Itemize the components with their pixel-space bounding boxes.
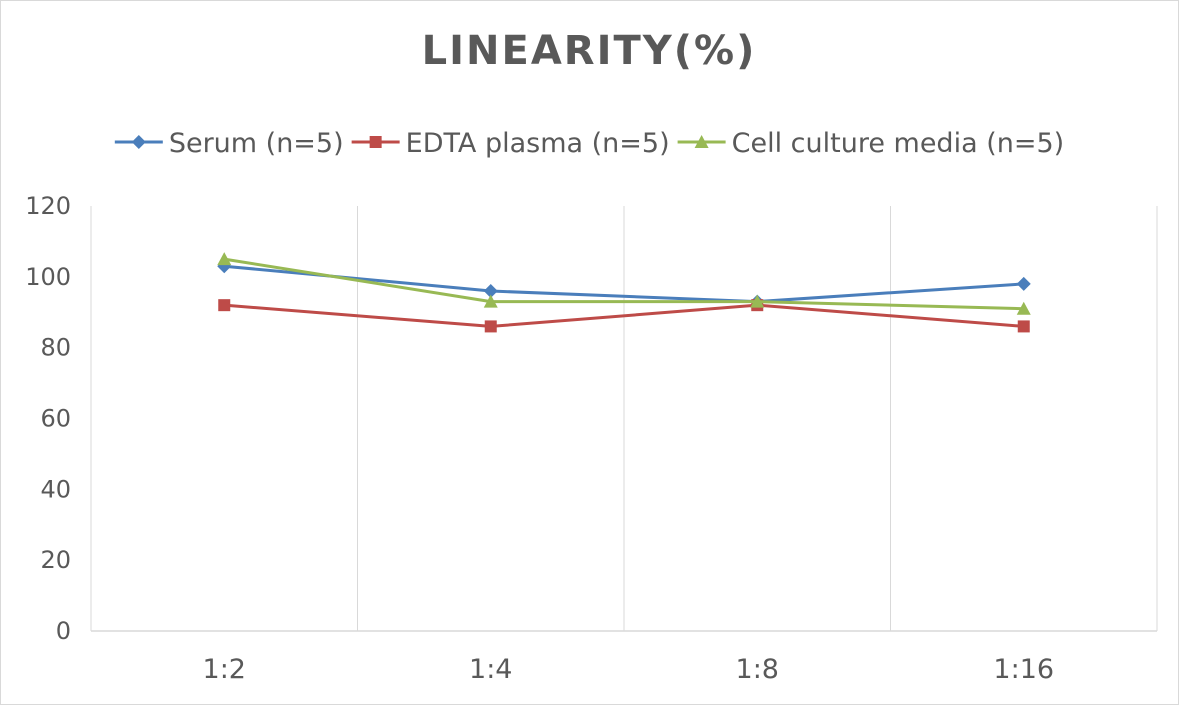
y-tick-label: 80 [40, 334, 71, 362]
data-point [484, 320, 497, 333]
data-point [218, 299, 231, 312]
data-point [483, 284, 498, 298]
legend-label: Serum (n=5) [169, 128, 344, 159]
legend-item: EDTA plasma (n=5) [351, 128, 670, 159]
x-tick-label: 1:16 [993, 654, 1054, 685]
chart-title: LINEARITY(%) [422, 28, 757, 74]
axes: 0 20 40 60 80 100 120 1:2 1:4 1:8 1:16 [25, 192, 1157, 685]
y-tick-label: 20 [40, 546, 71, 574]
data-point [1016, 301, 1031, 315]
y-tick-label: 100 [25, 263, 71, 291]
data-point [750, 294, 765, 308]
series-layer [217, 252, 1031, 333]
legend-marker [694, 135, 709, 148]
grid-lines [90, 206, 1158, 631]
y-tick-label: 60 [40, 405, 71, 433]
legend-marker [369, 136, 382, 148]
legend-item: Serum (n=5) [114, 128, 344, 159]
data-point [1016, 276, 1031, 291]
series-line [222, 257, 1026, 311]
legend-label: EDTA plasma (n=5) [406, 128, 670, 159]
y-tick-label: 120 [25, 192, 71, 220]
legend-label: Cell culture media (n=5) [732, 128, 1065, 159]
series-line [222, 264, 1026, 304]
series-1 [217, 259, 1031, 309]
x-tick-label: 1:2 [203, 654, 246, 685]
data-point [483, 294, 498, 308]
data-point [1017, 320, 1030, 333]
x-tick-label: 1:8 [736, 654, 779, 685]
series-line [222, 303, 1026, 328]
x-tick-label: 1:4 [469, 654, 512, 685]
y-tick-label: 0 [56, 617, 71, 645]
data-point [217, 252, 232, 266]
series-3 [217, 252, 1031, 315]
legend-marker [131, 135, 146, 149]
chart-legend: Serum (n=5) EDTA plasma (n=5) Cell culture… [114, 128, 1065, 159]
y-tick-label: 40 [40, 475, 71, 503]
legend-item: Cell culture media (n=5) [677, 128, 1065, 159]
